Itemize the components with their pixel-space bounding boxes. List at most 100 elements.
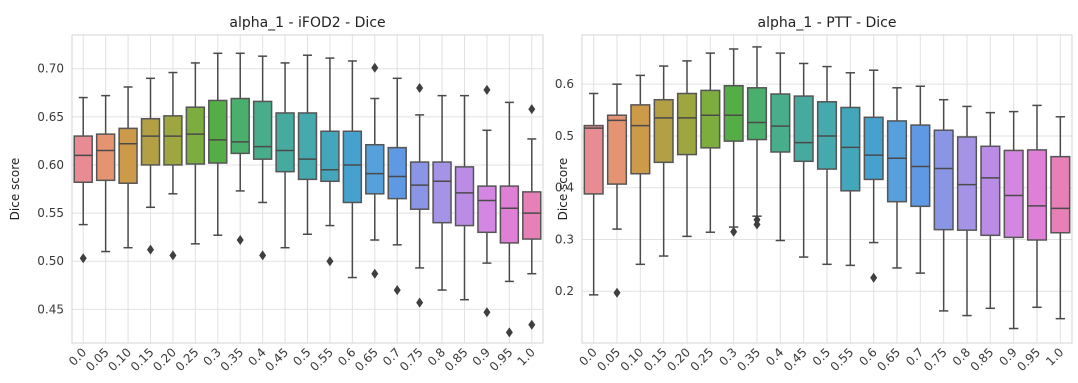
chart-panel-ptt: 0.20.30.40.50.60.00.050.100.150.200.25 0.… — [555, 15, 1073, 374]
y-tick-label: 0.4 — [555, 181, 574, 195]
box-0.0 — [583, 92, 604, 296]
x-tick-label: 1.0 — [515, 345, 538, 368]
box-0.4 — [770, 52, 791, 242]
outlier-marker — [730, 226, 738, 237]
box-iqr — [606, 114, 628, 185]
x-tick-label: 0.15 — [641, 345, 670, 374]
x-tick-label: 0.25 — [688, 345, 717, 374]
box-iqr — [956, 136, 978, 231]
x-tick-label: 0.15 — [128, 345, 157, 374]
chart-title: alpha_1 - PTT - Dice — [758, 15, 897, 31]
box-0.75 — [933, 98, 954, 312]
y-tick-label: 0.45 — [37, 302, 64, 316]
outlier-marker — [416, 82, 424, 93]
outlier-marker — [528, 319, 536, 330]
box-0.05 — [606, 83, 628, 298]
box-iqr — [630, 104, 651, 175]
box-0.55 — [840, 72, 861, 267]
box-iqr — [185, 106, 206, 165]
box-0.6 — [863, 69, 884, 283]
box-iqr — [1050, 155, 1071, 234]
box-iqr — [770, 93, 791, 153]
box-iqr — [1003, 149, 1024, 239]
x-tick-label: 0.75 — [921, 345, 950, 374]
box-0.05 — [95, 94, 116, 253]
box-0.3 — [208, 52, 228, 236]
box-1.0 — [1050, 116, 1071, 320]
box-0.75 — [409, 82, 430, 308]
box-0.25 — [185, 62, 206, 245]
box-0.5 — [297, 54, 318, 235]
x-tick-label: 1.0 — [1043, 345, 1066, 368]
outlier-marker — [753, 219, 761, 230]
y-tick-label: 0.60 — [37, 158, 64, 172]
x-tick-label: 0.95 — [487, 345, 516, 374]
box-0.20 — [676, 60, 698, 238]
x-tick-label: 0.65 — [874, 345, 903, 374]
box-iqr — [840, 106, 861, 192]
chart-panel-ifod2: 0.450.500.550.600.650.700.00.050.100.150… — [8, 15, 544, 374]
outlier-marker — [505, 327, 513, 338]
x-tick-label: 0.10 — [105, 345, 134, 374]
outlier-marker — [416, 297, 424, 308]
plot-area — [581, 34, 1073, 344]
box-iqr — [365, 143, 385, 195]
x-tick-label: 0.55 — [828, 345, 857, 374]
box-0.95 — [499, 101, 520, 338]
y-tick-label: 0.3 — [555, 232, 574, 246]
y-axis-label: Dice score — [556, 158, 570, 221]
box-0.35 — [746, 46, 768, 230]
x-tick-label: 0.20 — [664, 345, 693, 374]
box-0.9 — [477, 84, 497, 318]
x-tick-label: 0.55 — [307, 345, 336, 374]
x-tick-label: 0.45 — [781, 345, 810, 374]
box-0.4 — [252, 55, 273, 261]
box-0.9 — [1003, 110, 1024, 330]
box-0.8 — [432, 94, 452, 291]
outlier-marker — [528, 104, 536, 115]
plot-area — [71, 34, 544, 344]
box-iqr — [700, 89, 721, 149]
box-0.5 — [816, 65, 838, 266]
x-tick-label: 0.05 — [83, 345, 112, 374]
x-tick-label: 0.45 — [262, 345, 291, 374]
box-0.20 — [163, 71, 183, 261]
y-tick-label: 0.65 — [37, 110, 64, 124]
x-tick-label: 0.35 — [734, 345, 763, 374]
x-tick-label: 0.85 — [442, 345, 471, 374]
box-iqr — [432, 161, 452, 224]
box-1.0 — [522, 104, 542, 330]
outlier-marker — [870, 272, 878, 283]
box-iqr — [73, 135, 93, 184]
box-0.35 — [230, 52, 250, 246]
box-iqr — [933, 129, 954, 231]
box-0.0 — [73, 96, 93, 264]
box-iqr — [477, 185, 497, 234]
box-iqr — [387, 146, 407, 200]
outlier-marker — [259, 250, 267, 261]
x-tick-label: 0.20 — [150, 345, 179, 374]
box-iqr — [275, 112, 295, 173]
y-tick-label: 0.50 — [37, 254, 64, 268]
box-0.7 — [910, 85, 931, 274]
box-0.6 — [342, 60, 363, 279]
x-tick-label: 0.25 — [173, 345, 202, 374]
box-0.45 — [793, 62, 814, 258]
box-iqr — [793, 95, 814, 163]
outlier-marker — [393, 285, 401, 296]
box-0.7 — [387, 77, 407, 296]
box-0.8 — [956, 105, 978, 317]
box-0.65 — [365, 62, 385, 279]
y-axis-label: Dice score — [8, 158, 22, 221]
box-iqr — [1026, 149, 1048, 241]
box-0.15 — [140, 77, 161, 255]
box-0.85 — [454, 94, 475, 301]
outlier-marker — [326, 256, 334, 267]
box-iqr — [163, 115, 183, 166]
box-0.10 — [118, 86, 138, 249]
x-tick-label: 0.95 — [1014, 345, 1043, 374]
outlier-marker — [613, 287, 621, 298]
outlier-marker — [483, 307, 491, 318]
box-iqr — [95, 133, 116, 182]
